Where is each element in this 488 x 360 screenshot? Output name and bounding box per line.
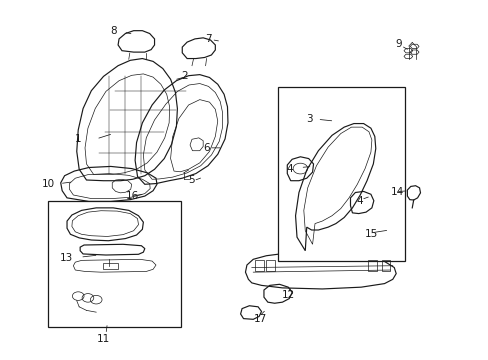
Text: 2: 2 <box>181 71 187 81</box>
Text: 5: 5 <box>188 175 195 185</box>
Text: 8: 8 <box>110 26 117 36</box>
Text: 11: 11 <box>97 334 110 344</box>
Bar <box>277 87 404 261</box>
Text: 13: 13 <box>60 253 73 263</box>
Text: 7: 7 <box>205 34 212 44</box>
Text: 6: 6 <box>203 143 209 153</box>
Text: 4: 4 <box>356 197 362 206</box>
Text: 9: 9 <box>394 39 401 49</box>
Text: 15: 15 <box>365 229 378 239</box>
Text: 14: 14 <box>389 187 403 197</box>
Text: 3: 3 <box>305 114 312 124</box>
Text: 16: 16 <box>125 191 138 201</box>
Text: 4: 4 <box>286 164 292 174</box>
Bar <box>48 202 181 327</box>
Text: 17: 17 <box>253 314 266 324</box>
Text: 1: 1 <box>75 134 81 144</box>
Text: 10: 10 <box>41 179 55 189</box>
Text: 12: 12 <box>281 290 294 300</box>
